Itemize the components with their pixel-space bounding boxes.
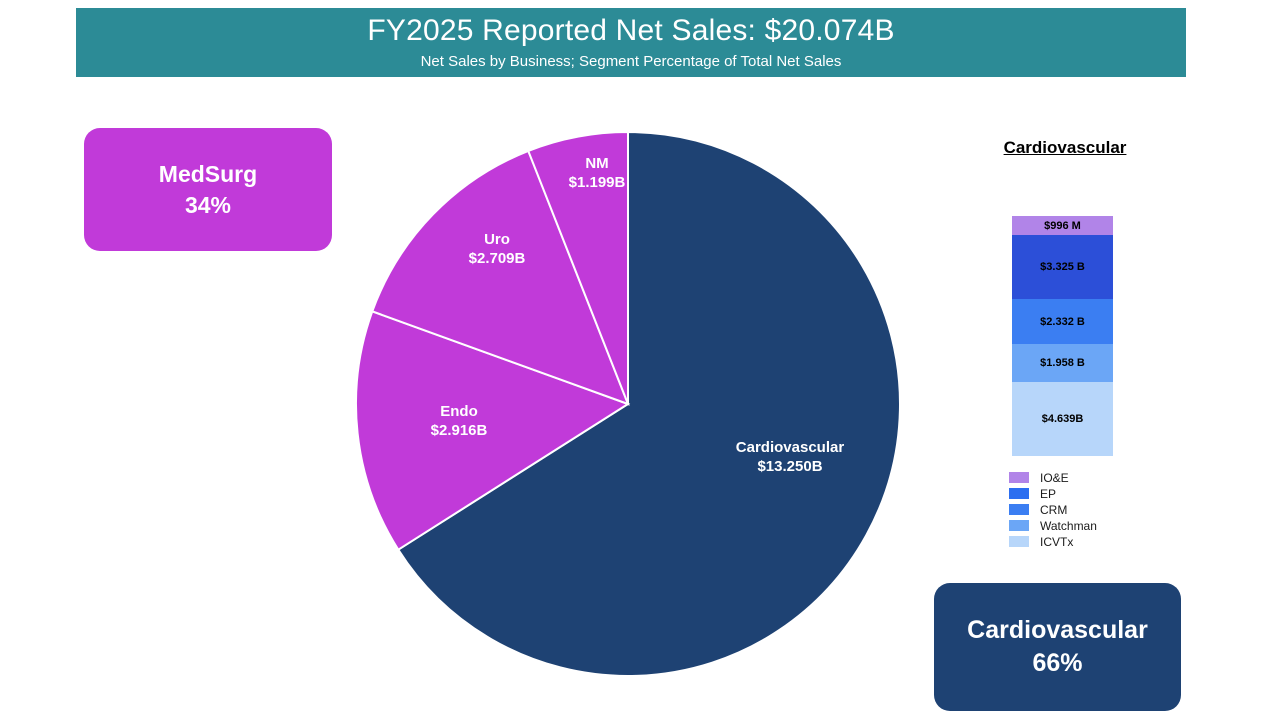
stacked-bar-legend: IO&E EP CRM Watchman ICVTx <box>1008 470 1178 550</box>
legend-swatch-icon <box>1008 519 1030 532</box>
bar-segment-ep: $3.325 B <box>1012 235 1113 300</box>
stacked-bar-chart: $996 M $3.325 B $2.332 B $1.958 B $4.639B <box>1012 216 1113 456</box>
legend-item-crm: CRM <box>1008 502 1178 517</box>
page-title: FY2025 Reported Net Sales: $20.074B <box>367 14 895 48</box>
legend-swatch-icon <box>1008 503 1030 516</box>
pie-label-cardiovascular-name: Cardiovascular <box>736 439 845 456</box>
legend-item-icvtx: ICVTx <box>1008 534 1178 549</box>
pie-chart: Cardiovascular $13.250B Endo $2.916B Uro… <box>352 128 904 680</box>
cardiovascular-panel-title: Cardiovascular <box>1003 138 1127 157</box>
callout-cardiovascular-percent: 66% <box>1032 649 1083 677</box>
pie-slice-endo <box>355 310 631 552</box>
callout-medsurg-percent: 34% <box>184 191 232 218</box>
pie-label-endo-value: $2.916B <box>431 422 488 439</box>
pie-slices <box>355 130 901 677</box>
page-subtitle: Net Sales by Business; Segment Percentag… <box>420 52 842 70</box>
pie-label-endo-name: Endo <box>440 403 478 420</box>
legend-item-label: CRM <box>1040 502 1068 517</box>
bar-segment-io-e: $996 M <box>1012 216 1113 236</box>
pie-slice-cardiovascular <box>396 130 901 677</box>
pie-chart-svg: Cardiovascular $13.250B Endo $2.916B Uro… <box>355 130 901 677</box>
legend-item-label: IO&E <box>1040 470 1069 485</box>
bar-segment-crm: $2.332 B <box>1012 299 1113 345</box>
callout-medsurg-label: MedSurg <box>158 160 258 187</box>
callout-medsurg: MedSurg 34% <box>84 128 332 251</box>
pie-slice-labels: Cardiovascular $13.250B Endo $2.916B Uro… <box>431 155 845 475</box>
legend-swatch-icon <box>1008 487 1030 500</box>
pie-label-uro-value: $2.709B <box>469 250 526 267</box>
cardiovascular-breakdown-panel: Cardiovascular $996 M $3.325 B $2.332 B $1.… <box>985 138 1185 558</box>
pie-label-nm-value: $1.199B <box>569 174 626 191</box>
legend-item-label: EP <box>1040 486 1057 501</box>
legend-item-label: Watchman <box>1040 518 1097 533</box>
legend-item-ep: EP <box>1008 486 1178 501</box>
header-banner: FY2025 Reported Net Sales: $20.074B Net … <box>76 8 1186 77</box>
legend-swatch-icon <box>1008 471 1030 484</box>
pie-label-nm-name: NM <box>585 155 608 172</box>
pie-slice-uro <box>370 149 630 406</box>
bar-segment-watchman: $1.958 B <box>1012 344 1113 382</box>
legend-swatch-icon <box>1008 535 1030 548</box>
bar-segment-icvtx: $4.639B <box>1012 381 1113 456</box>
pie-label-uro-name: Uro <box>484 231 510 248</box>
callout-cardiovascular: Cardiovascular 66% <box>934 583 1181 711</box>
callout-cardiovascular-label: Cardiovascular <box>967 616 1148 644</box>
pie-label-cardiovascular-value: $13.250B <box>757 458 822 475</box>
pie-slice-nm <box>527 130 629 405</box>
legend-item-label: ICVTx <box>1040 534 1074 549</box>
legend-item-watchman: Watchman <box>1008 518 1178 533</box>
legend-item-io-e: IO&E <box>1008 470 1178 485</box>
